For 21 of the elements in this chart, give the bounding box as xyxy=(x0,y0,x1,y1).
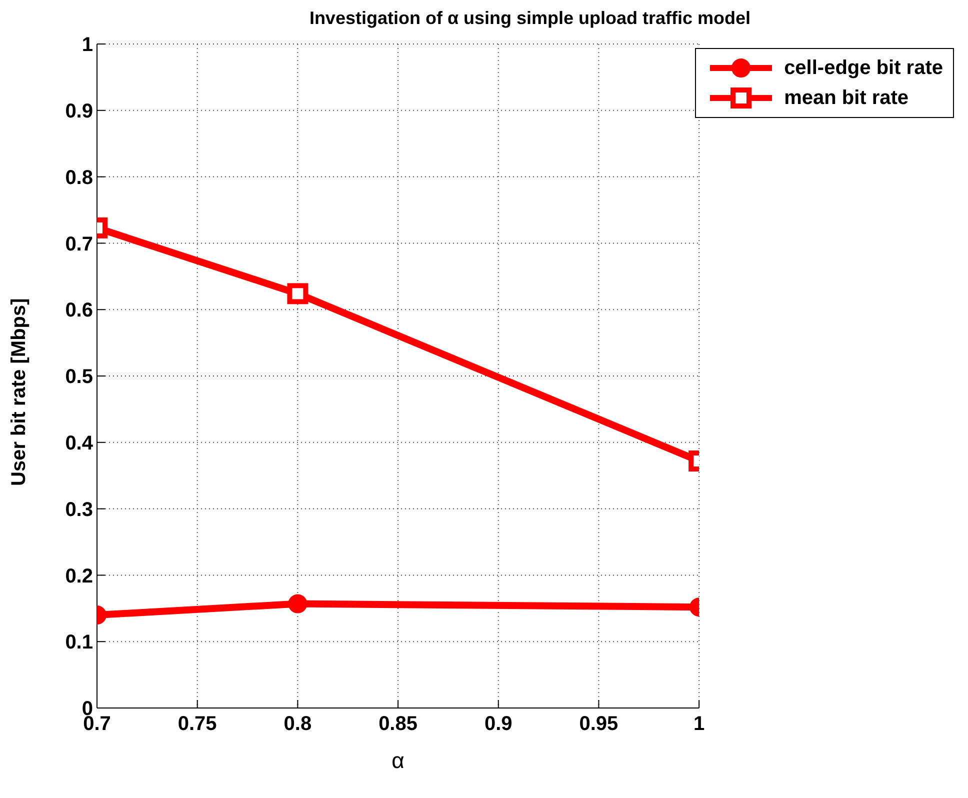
y-tick-label: 1 xyxy=(82,34,93,56)
y-tick-label: 0.2 xyxy=(65,565,93,588)
y-tick-label: 0.3 xyxy=(65,498,93,521)
y-axis-title: User bit rate [Mbps] xyxy=(8,298,30,486)
x-tick-label: 1 xyxy=(694,713,705,736)
y-tick-label: 0.4 xyxy=(65,432,94,454)
y-tick-label: 0.8 xyxy=(65,166,93,189)
y-tick-label: 0.9 xyxy=(65,100,93,122)
legend-label: cell-edge bit rate xyxy=(784,56,943,80)
y-tick-label: 0.6 xyxy=(65,300,93,322)
y-tick-label: 0.5 xyxy=(65,366,93,388)
x-tick-label: 0.75 xyxy=(178,713,217,736)
legend-label: mean bit rate xyxy=(784,86,909,110)
chart-title: Investigation of α using simple upload traffic model xyxy=(308,8,752,29)
x-axis-title: α xyxy=(392,748,405,773)
x-tick-label: 0.9 xyxy=(484,713,512,736)
x-tick-label: 0.85 xyxy=(378,713,418,736)
y-tick-label: 0.1 xyxy=(65,632,93,654)
x-tick-label: 0.8 xyxy=(284,713,312,736)
x-tick-label: 0.95 xyxy=(579,713,618,736)
y-tick-label: 0.7 xyxy=(65,233,93,256)
